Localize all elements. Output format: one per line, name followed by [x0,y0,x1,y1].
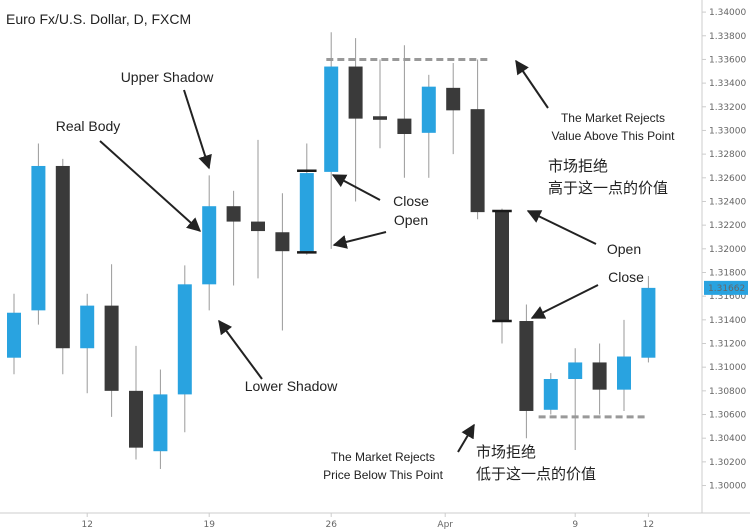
candle-body-bullish [299,173,314,253]
x-tick-label: Apr [437,520,453,529]
y-tick-label: 1.30200 [709,458,746,468]
candle-body-bearish [226,206,241,222]
annotation-text: Close [608,269,644,285]
current-price-label: 1.31662 [708,284,745,294]
candle-body-bearish [373,116,387,120]
annotation-text: 市场拒绝 [476,444,536,461]
candle-body-bearish [519,321,534,411]
x-tick-label: 26 [325,520,337,529]
y-tick-label: 1.31200 [709,340,746,350]
y-tick-label: 1.33200 [709,103,746,113]
annotation-text: Upper Shadow [121,69,215,85]
y-tick-label: 1.32200 [709,221,746,231]
annotation-arrow [457,423,475,453]
x-tick-label: 19 [203,520,215,529]
annotation-arrow [331,174,381,201]
annotation-text: Value Above This Point [552,129,676,143]
candle-body-bearish [592,362,607,390]
candle-body-bullish [324,66,339,172]
candle-body-bearish [251,221,265,232]
annotation-text: 高于这一点的价值 [548,180,668,197]
annotation-arrow [530,284,599,319]
candle-body-bullish [617,356,631,390]
candle-body-bearish [495,210,509,322]
annotation-arrow [526,210,597,245]
y-tick-label: 1.32400 [709,197,746,207]
chart-title: Euro Fx/U.S. Dollar, D, FXCM [6,11,191,27]
x-tick-label: 12 [81,520,92,529]
y-tick-label: 1.31400 [709,316,746,326]
y-tick-label: 1.32800 [709,150,746,160]
candle-body-bullish [31,165,46,311]
y-tick-label: 1.32600 [709,174,746,184]
x-tick-label: 12 [643,520,654,529]
annotation-text: Lower Shadow [245,378,339,394]
candle-body-bullish [80,305,95,349]
annotation-arrow [332,231,387,249]
x-tick-label: 9 [572,520,578,529]
candle-body-bearish [275,232,290,252]
candle-body-bearish [129,390,143,448]
annotation-text: Open [607,241,641,257]
annotation-arrow [515,59,549,109]
candle-body-bearish [470,109,485,213]
candle-body-bearish [397,118,412,135]
y-tick-label: 1.31000 [709,363,746,373]
candle-body-bullish [641,287,656,358]
reference-lines [297,57,649,419]
annotation-text: Real Body [56,118,121,134]
y-tick-label: 1.30000 [709,482,746,492]
candle-body-bullish [543,379,558,410]
y-tick-label: 1.33000 [709,126,746,136]
y-tick-label: 1.33600 [709,55,746,65]
annotation-arrow [218,319,263,380]
candle-body-bearish [348,66,363,119]
annotation-text: The Market Rejects [331,450,435,464]
candle-bodies [7,66,656,452]
candle-body-bearish [104,305,119,391]
y-tick-label: 1.30800 [709,387,746,397]
annotations: Upper Shadow Real Body Lower Shadow Close Op… [56,59,676,483]
candle-body-bullish [177,284,192,395]
candle-body-bullish [421,86,436,133]
price-tag: 1.31662 [704,280,748,295]
y-tick-label: 1.31800 [709,268,746,278]
y-tick-label: 1.34000 [709,8,746,18]
candle-body-bearish [55,165,70,349]
annotation-text: Close [393,193,429,209]
annotation-text: 低于这一点的价值 [476,466,596,483]
y-tick-label: 1.33800 [709,32,746,42]
y-tick-label: 1.30400 [709,434,746,444]
candle-body-bullish [202,206,217,285]
annotation-text: Open [394,212,428,228]
candle-body-bearish [446,87,461,111]
candle-body-bullish [7,312,21,358]
y-tick-label: 1.32000 [709,245,746,255]
current-price-tag [704,280,748,295]
annotation-text: 市场拒绝 [548,158,608,175]
annotation-arrow [99,140,202,232]
y-tick-label: 1.31600 [709,292,746,302]
candle-body-bullish [153,394,168,452]
candle-body-bullish [568,362,583,380]
y-tick-label: 1.33400 [709,79,746,89]
annotation-arrow [183,89,212,170]
annotation-text: Price Below This Point [323,468,443,482]
y-tick-label: 1.30600 [709,411,746,421]
annotation-text: The Market Rejects [561,111,665,125]
